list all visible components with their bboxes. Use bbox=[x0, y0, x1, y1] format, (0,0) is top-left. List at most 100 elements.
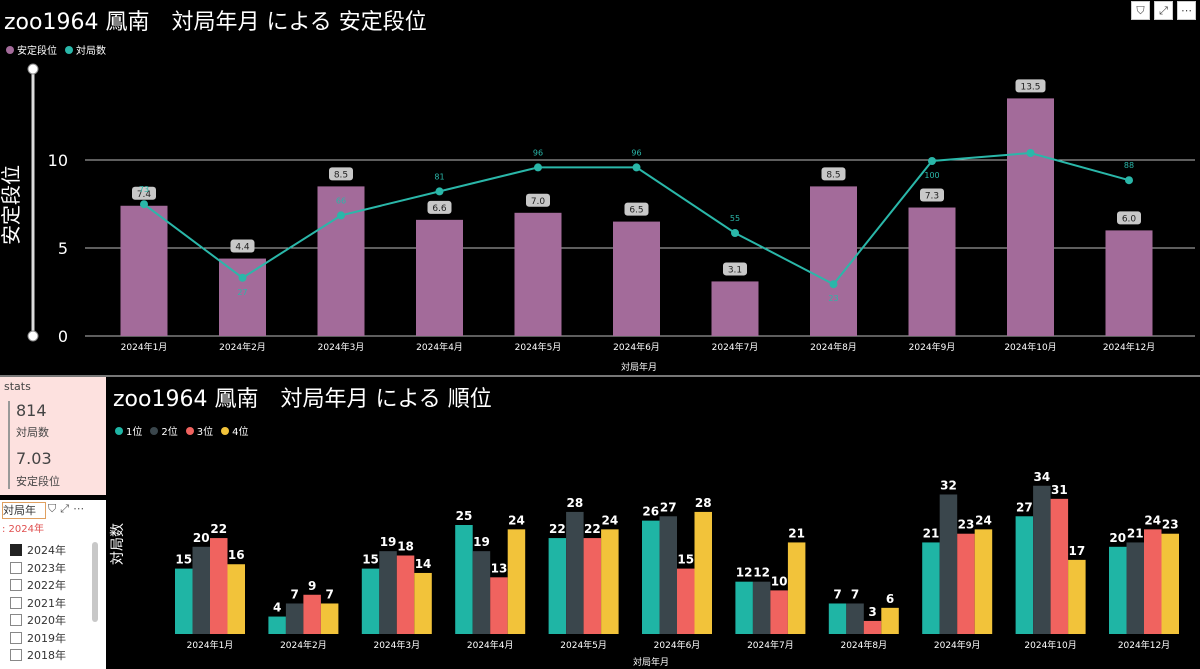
x-tick-label: 2024年3月 bbox=[373, 639, 420, 651]
bar bbox=[566, 511, 584, 634]
bar-data-label: 34 bbox=[1033, 470, 1050, 484]
checkbox[interactable] bbox=[10, 544, 22, 556]
x-tick-label: 2024年1月 bbox=[187, 639, 234, 651]
line-point bbox=[928, 157, 936, 165]
x-tick-label: 2024年5月 bbox=[515, 341, 562, 353]
stable-label: 安定段位 bbox=[16, 475, 60, 488]
bar-data-label: 27 bbox=[1016, 500, 1033, 514]
bar bbox=[1068, 559, 1086, 634]
bar-data-label: 8.5 bbox=[826, 170, 840, 180]
data-label-bg bbox=[1015, 79, 1046, 93]
bar-data-label: 9 bbox=[308, 579, 316, 593]
filter-icon[interactable]: ⛉ bbox=[1131, 1, 1150, 20]
data-label-bg bbox=[526, 193, 550, 207]
games-label: 対局数 bbox=[16, 426, 49, 439]
bar bbox=[268, 616, 286, 634]
checkbox[interactable] bbox=[10, 596, 22, 609]
line-point bbox=[534, 163, 542, 172]
x-tick-label: 2024年6月 bbox=[613, 341, 660, 353]
data-label-bg bbox=[1117, 211, 1141, 225]
line-data-label: 100 bbox=[924, 171, 939, 180]
legend-item-4th[interactable]: 4位 bbox=[221, 423, 249, 438]
legend-item-3rd[interactable]: 3位 bbox=[185, 423, 213, 438]
slicer-option[interactable]: 2021年 bbox=[10, 595, 66, 611]
bar-data-label: 13.5 bbox=[1020, 82, 1040, 92]
bar-data-label: 28 bbox=[566, 496, 583, 510]
checkbox[interactable] bbox=[10, 561, 22, 574]
slicer-option-label: 2023年 bbox=[27, 561, 66, 575]
bar-data-label: 27 bbox=[660, 500, 677, 514]
bar-data-label: 8.5 bbox=[334, 170, 348, 180]
bar bbox=[1105, 230, 1153, 336]
checkbox[interactable] bbox=[10, 614, 22, 626]
games-value: 814 bbox=[16, 401, 47, 420]
slicer-option[interactable]: 2019年 bbox=[10, 630, 66, 646]
bar-data-label: 7 bbox=[833, 587, 841, 601]
bar-data-label: 15 bbox=[677, 553, 694, 567]
line-point bbox=[829, 280, 838, 289]
slicer-option[interactable]: 2018年 bbox=[10, 647, 66, 663]
line-point bbox=[731, 229, 739, 237]
bar bbox=[1033, 485, 1051, 634]
checkbox[interactable] bbox=[10, 649, 22, 661]
bar bbox=[957, 533, 975, 634]
more-options-icon[interactable]: ⋯ bbox=[73, 502, 85, 515]
focus-mode-icon[interactable]: ⤢ bbox=[1154, 1, 1173, 20]
slicer-option[interactable]: 2020年 bbox=[10, 612, 66, 628]
slicer-scrollbar[interactable] bbox=[92, 542, 98, 622]
bar-data-label: 12 bbox=[736, 566, 753, 580]
bar bbox=[227, 564, 245, 634]
x-tick-label: 2024年8月 bbox=[810, 341, 857, 353]
bar-data-label: 6.5 bbox=[629, 206, 643, 216]
checkbox[interactable] bbox=[10, 631, 22, 644]
more-options-icon[interactable]: ⋯ bbox=[1177, 1, 1196, 20]
y-tick-label: 0 bbox=[58, 327, 68, 346]
x-tick-label: 2024年2月 bbox=[280, 639, 327, 651]
stats-label: stats bbox=[4, 380, 31, 393]
bar bbox=[1144, 529, 1162, 634]
bar-data-label: 3 bbox=[868, 605, 876, 619]
bar-data-label: 19 bbox=[473, 535, 490, 549]
bar bbox=[1109, 546, 1127, 634]
slicer-option[interactable]: 2024年 bbox=[10, 542, 66, 558]
slicer-toolbar: ⛉ ⤢ ⋯ bbox=[48, 502, 84, 516]
slicer-option[interactable]: 2022年 bbox=[10, 577, 66, 593]
bar bbox=[303, 594, 321, 634]
bar bbox=[659, 516, 677, 634]
legend-item-1st[interactable]: 1位 bbox=[115, 423, 142, 438]
bar bbox=[939, 494, 958, 634]
data-label-bg bbox=[230, 239, 255, 253]
bar-data-label: 7 bbox=[290, 587, 298, 601]
x-tick-label: 2024年4月 bbox=[416, 341, 463, 353]
x-tick-label: 2024年12月 bbox=[1103, 341, 1155, 353]
chart2-legend: 1位 2位 3位 4位 bbox=[115, 423, 249, 438]
bar bbox=[120, 205, 168, 336]
data-label-bg bbox=[624, 202, 649, 216]
slicer-option[interactable]: 2023年 bbox=[10, 560, 66, 576]
bar bbox=[507, 529, 526, 634]
bar-data-label: 4.4 bbox=[235, 243, 250, 253]
legend-item-games[interactable]: 対局数 bbox=[65, 42, 106, 57]
slicer-filter-text: : 2024年 bbox=[2, 524, 44, 535]
checkbox[interactable] bbox=[10, 579, 22, 591]
bar-data-label: 32 bbox=[940, 478, 957, 492]
slicer-header[interactable]: 対局年 bbox=[2, 502, 46, 519]
focus-mode-icon[interactable]: ⤢ bbox=[60, 502, 70, 515]
y-tick-label: 5 bbox=[58, 239, 68, 258]
x-tick-label: 2024年5月 bbox=[560, 639, 607, 651]
y-axis-title: 対局数 bbox=[110, 523, 126, 565]
legend-item-2nd[interactable]: 2位 bbox=[150, 423, 178, 438]
bar bbox=[908, 207, 956, 336]
line-data-label: 23 bbox=[828, 294, 838, 303]
slider-handle-top bbox=[27, 63, 39, 75]
filter-icon[interactable]: ⛉ bbox=[48, 502, 57, 515]
bar bbox=[787, 542, 806, 634]
legend-item-stable[interactable]: 安定段位 bbox=[6, 42, 57, 57]
bar-data-label: 22 bbox=[549, 522, 566, 536]
slicer-option-label: 2021年 bbox=[27, 596, 66, 610]
x-axis-title: 対局年月 bbox=[633, 656, 669, 668]
line-point bbox=[140, 200, 148, 209]
bar bbox=[846, 603, 864, 634]
bar-data-label: 6 bbox=[886, 592, 894, 606]
